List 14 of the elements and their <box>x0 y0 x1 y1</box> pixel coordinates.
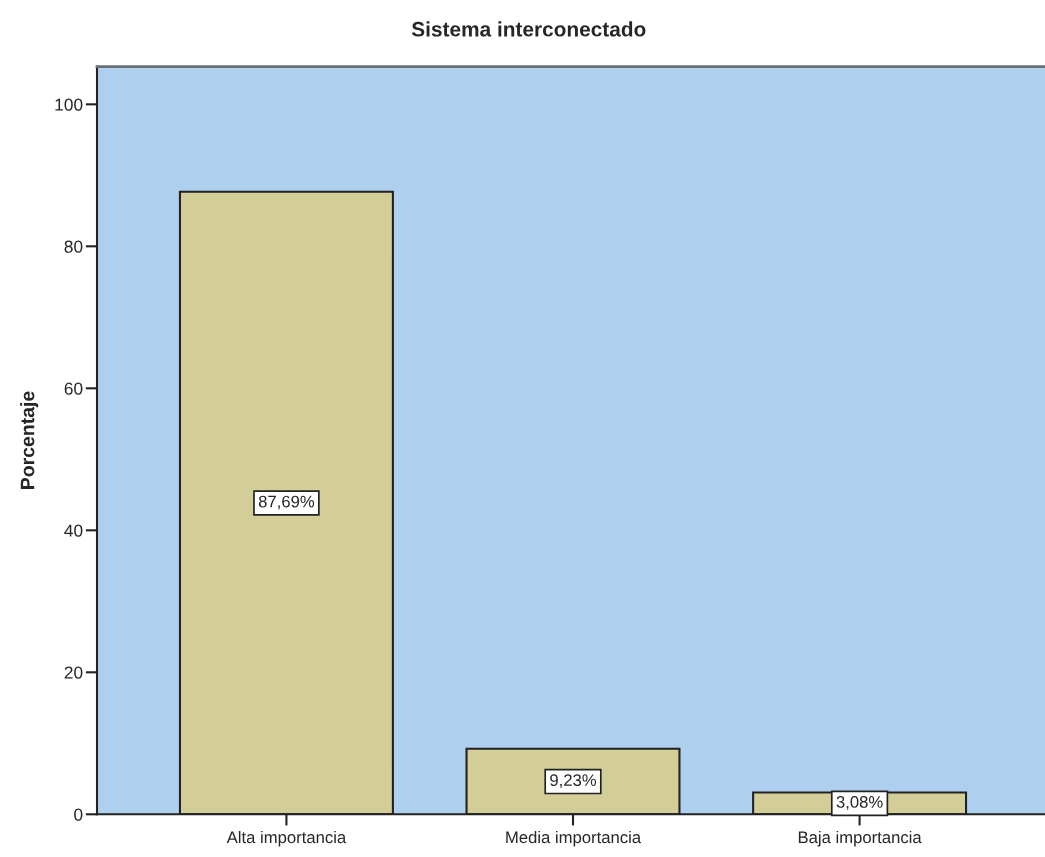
y-tick-label: 20 <box>64 666 83 679</box>
y-tick-label: 80 <box>64 240 83 253</box>
y-axis-title: Porcentaje <box>20 391 39 489</box>
data-label: 87,69% <box>258 495 315 510</box>
y-tick-label: 100 <box>55 98 83 111</box>
x-tick-label: Media importancia <box>506 830 642 847</box>
y-tick-label: 0 <box>74 808 83 821</box>
x-tick-label: Alta importancia <box>226 830 347 847</box>
data-label: 9,23% <box>550 774 597 788</box>
chart-title: Sistema interconectado <box>411 21 646 37</box>
data-label: 3,08% <box>836 796 883 810</box>
y-tick-label: 60 <box>64 382 83 395</box>
y-tick-label: 40 <box>64 524 83 537</box>
x-tick-label: Baja importancia <box>798 830 922 847</box>
